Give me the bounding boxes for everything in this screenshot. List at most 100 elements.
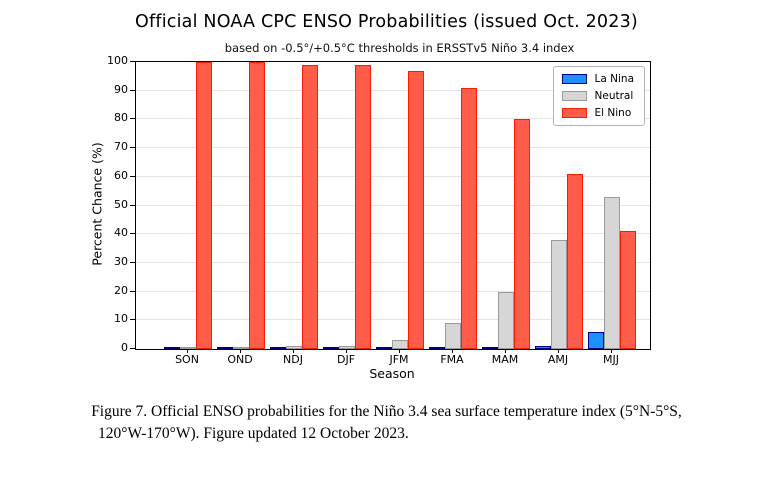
bar-la-nina-mjj <box>588 332 604 349</box>
y-tick-mark <box>130 118 135 120</box>
el-nino-swatch-icon <box>561 108 587 118</box>
y-tick-label: 80 <box>114 111 128 125</box>
x-tick-label: OND <box>227 353 253 366</box>
figure-caption-line1: Figure 7. Official ENSO probabilities fo… <box>91 403 682 420</box>
bar-el-nino-fma <box>461 88 477 349</box>
x-axis-title: Season <box>369 366 415 381</box>
bar-el-nino-ond <box>249 62 265 349</box>
bar-group-amj <box>535 174 583 349</box>
plot-area: La Nina Neutral El Nino <box>135 61 651 350</box>
chart-title: Official NOAA CPC ENSO Probabilities (is… <box>135 12 638 32</box>
x-tick-mark <box>293 349 294 353</box>
figure-caption-line2: 120°W-170°W). Figure updated 12 October … <box>98 425 409 442</box>
bar-group-son <box>164 62 212 349</box>
legend-label: El Nino <box>594 107 632 119</box>
y-tick-label: 90 <box>114 82 128 96</box>
y-tick-label: 100 <box>107 54 128 67</box>
gridline <box>136 233 650 235</box>
bar-group-djf <box>323 65 371 349</box>
bar-group-jfm <box>376 71 424 349</box>
y-tick-mark <box>130 290 135 292</box>
gridline <box>136 319 650 321</box>
bar-neutral-son <box>180 347 196 349</box>
x-tick-label: MAM <box>491 353 519 366</box>
y-tick-mark <box>130 147 135 149</box>
x-tick-label: SON <box>175 353 199 366</box>
chart-subtitle: based on -0.5°/+0.5°C thresholds in ERSS… <box>224 41 575 55</box>
gridline <box>136 204 650 206</box>
y-tick-label: 20 <box>114 283 128 297</box>
bar-el-nino-mjj <box>620 231 636 349</box>
x-tick-mark <box>399 349 400 353</box>
x-tick-mark <box>240 349 241 353</box>
y-tick-mark <box>130 175 135 177</box>
gridline <box>136 118 650 120</box>
y-tick-label: 60 <box>114 168 128 182</box>
bar-el-nino-jfm <box>408 71 424 349</box>
gridline <box>136 175 650 177</box>
y-tick-mark <box>130 233 135 235</box>
bar-la-nina-jfm <box>376 347 392 349</box>
y-tick-mark <box>130 61 135 62</box>
y-tick-mark <box>130 319 135 321</box>
bar-group-ndj <box>270 65 318 349</box>
neutral-swatch-icon <box>561 91 587 101</box>
bar-neutral-ndj <box>286 346 302 349</box>
y-tick-label: 0 <box>121 341 128 354</box>
legend-item-la-nina: La Nina <box>561 73 634 85</box>
bar-group-mjj <box>588 197 636 349</box>
x-tick-label: NDJ <box>283 353 303 366</box>
bar-neutral-mjj <box>604 197 620 349</box>
bar-neutral-ond <box>233 347 249 349</box>
gridline <box>136 290 650 292</box>
legend-item-el-nino: El Nino <box>561 107 634 119</box>
y-tick-label: 70 <box>114 140 128 154</box>
x-tick-mark <box>558 349 559 353</box>
bar-el-nino-ndj <box>302 65 318 349</box>
bar-la-nina-fma <box>429 347 445 349</box>
bar-el-nino-son <box>196 62 212 349</box>
gridline <box>136 147 650 149</box>
x-tick-label: FMA <box>440 353 464 366</box>
bar-la-nina-ond <box>217 347 233 349</box>
x-tick-mark <box>346 349 347 353</box>
bar-la-nina-ndj <box>270 347 286 349</box>
gridline <box>136 261 650 263</box>
x-tick-mark <box>452 349 453 353</box>
bar-la-nina-djf <box>323 347 339 349</box>
bar-group-ond <box>217 62 265 349</box>
y-tick-mark <box>130 204 135 206</box>
x-tick-mark <box>505 349 506 353</box>
gridline <box>136 89 650 91</box>
bar-el-nino-mam <box>514 119 530 349</box>
legend: La Nina Neutral El Nino <box>552 66 645 126</box>
y-tick-mark <box>130 89 135 91</box>
y-tick-label: 10 <box>114 312 128 326</box>
bar-neutral-fma <box>445 323 461 349</box>
bar-el-nino-djf <box>355 65 371 349</box>
y-tick-label: 40 <box>114 226 128 240</box>
bar-la-nina-amj <box>535 346 551 349</box>
la-nina-swatch-icon <box>561 74 587 84</box>
legend-item-neutral: Neutral <box>561 90 634 102</box>
bar-group-fma <box>429 88 477 349</box>
bar-neutral-jfm <box>392 340 408 349</box>
legend-label: La Nina <box>594 73 634 85</box>
bar-neutral-mam <box>498 292 514 349</box>
x-tick-label: DJF <box>336 353 356 366</box>
x-tick-mark <box>611 349 612 353</box>
bar-neutral-djf <box>339 346 355 349</box>
y-tick-label: 30 <box>114 254 128 268</box>
x-tick-label: AMJ <box>547 353 569 366</box>
y-tick-label: 50 <box>114 197 128 211</box>
bar-el-nino-amj <box>567 174 583 349</box>
x-tick-label: JFM <box>389 353 409 366</box>
bar-group-mam <box>482 119 530 349</box>
bar-la-nina-mam <box>482 347 498 349</box>
bar-neutral-amj <box>551 240 567 349</box>
x-tick-label: MJJ <box>603 353 619 366</box>
bar-la-nina-son <box>164 347 180 349</box>
x-tick-mark <box>187 349 188 353</box>
y-tick-mark <box>130 261 135 263</box>
